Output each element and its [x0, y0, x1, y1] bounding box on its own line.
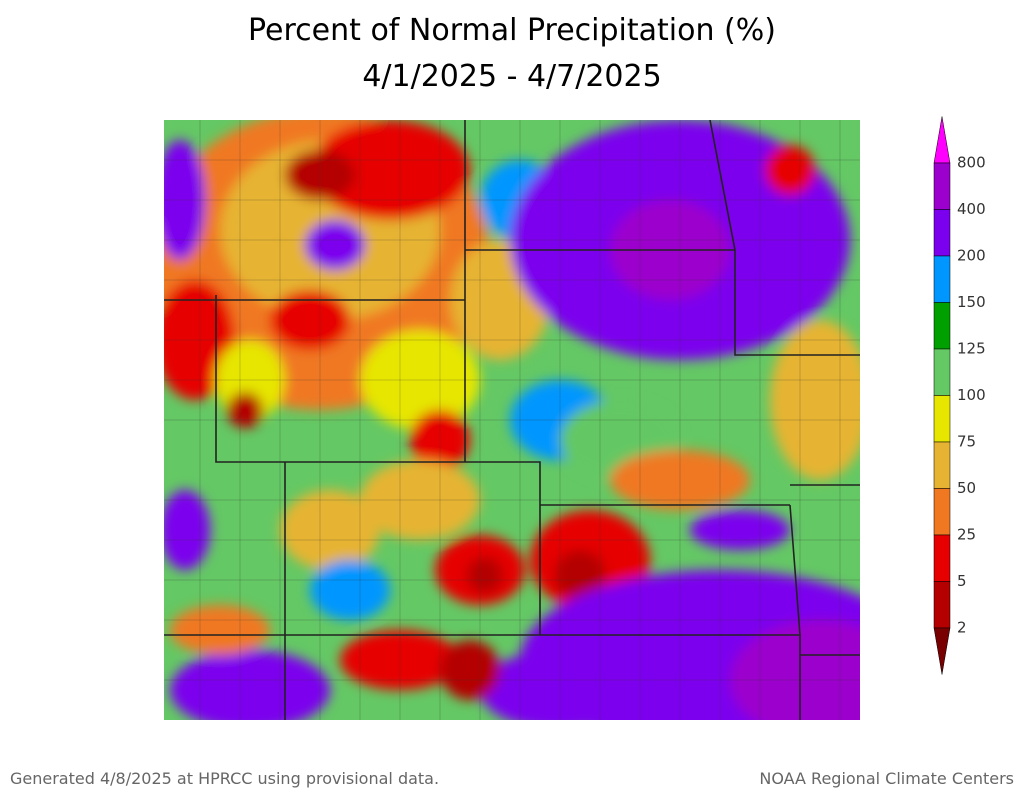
legend-swatch: [933, 534, 951, 582]
legend-swatch: [933, 302, 951, 350]
legend-swatch: [933, 581, 951, 629]
legend-label: 5: [957, 572, 967, 590]
legend-swatch: [933, 255, 951, 303]
footer-right: NOAA Regional Climate Centers: [759, 769, 1014, 788]
legend-label: 400: [957, 200, 986, 218]
legend: 800 400 200 150 125 100 75 50 25 5 2: [933, 116, 986, 675]
legend-label: 2: [957, 619, 967, 637]
legend-label: 200: [957, 247, 986, 265]
legend-swatch: [933, 162, 951, 210]
legend-swatch: [933, 209, 951, 257]
legend-label: 800: [957, 154, 986, 172]
legend-swatch: [933, 627, 951, 675]
legend-swatch: [933, 488, 951, 536]
precipitation-map: [164, 120, 860, 720]
legend-swatch: [933, 348, 951, 396]
legend-swatch: [933, 116, 951, 164]
legend-swatch: [933, 441, 951, 489]
legend-label: 75: [957, 433, 976, 451]
legend-label: 25: [957, 526, 976, 544]
legend-swatch: [933, 395, 951, 443]
legend-label: 150: [957, 293, 986, 311]
legend-label: 100: [957, 386, 986, 404]
map-subtitle: 4/1/2025 - 4/7/2025: [362, 59, 661, 94]
legend-label: 125: [957, 340, 986, 358]
legend-label: 50: [957, 479, 976, 497]
map-title: Percent of Normal Precipitation (%): [248, 13, 776, 48]
footer-left: Generated 4/8/2025 at HPRCC using provis…: [10, 769, 439, 788]
